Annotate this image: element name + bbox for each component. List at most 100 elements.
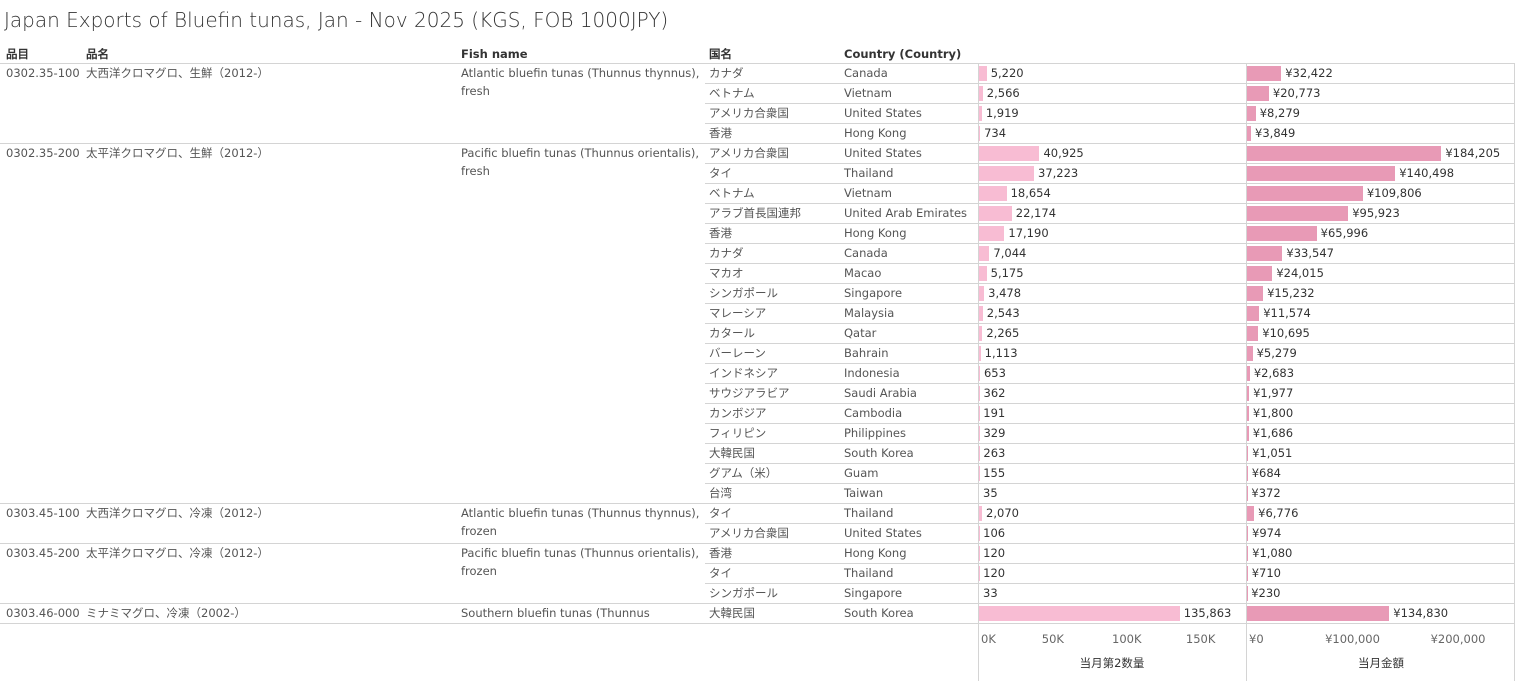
- x-tick-label: ¥0: [1249, 632, 1264, 646]
- amount-bar: [1247, 546, 1249, 561]
- country-ja: マレーシア: [709, 306, 767, 320]
- country: Singapore: [844, 286, 903, 300]
- qty-label: 120: [983, 566, 1006, 580]
- qty-bar: [979, 606, 1180, 621]
- group-separator: [0, 603, 1515, 604]
- amount-label: ¥710: [1251, 566, 1282, 580]
- row-separator: [705, 103, 1515, 104]
- amount-bar: [1247, 326, 1259, 341]
- country-ja: フィリピン: [709, 426, 767, 440]
- amount-bar: [1247, 106, 1256, 121]
- amount-bar: [1247, 126, 1252, 141]
- amount-bar: [1247, 426, 1249, 441]
- qty-label: 2,566: [986, 86, 1020, 100]
- amount-bar: [1247, 146, 1442, 161]
- country-ja: アメリカ合衆国: [709, 526, 789, 540]
- column-header: 品名: [86, 47, 109, 61]
- amount-label: ¥65,996: [1320, 226, 1369, 240]
- amount-label: ¥974: [1252, 526, 1282, 540]
- qty-bar: [979, 226, 1005, 241]
- amount-bar: [1247, 366, 1250, 381]
- country: Malaysia: [844, 306, 895, 320]
- row-separator: [705, 403, 1515, 404]
- qty-bar: [979, 346, 981, 361]
- country: Hong Kong: [844, 226, 907, 240]
- amount-label: ¥1,080: [1252, 546, 1293, 560]
- amount-label: ¥6,776: [1258, 506, 1299, 520]
- hs-code: 0302.35-200: [6, 146, 80, 160]
- amount-label: ¥684: [1251, 466, 1281, 480]
- qty-label: 2,265: [986, 326, 1020, 340]
- x-tick-label: ¥100,000: [1325, 632, 1380, 646]
- amount-label: ¥32,422: [1285, 66, 1333, 80]
- row-separator: [705, 83, 1515, 84]
- country-ja: アメリカ合衆国: [709, 106, 789, 120]
- column-divider: [978, 63, 979, 681]
- qty-label: 33: [983, 586, 998, 600]
- title: Japan Exports of Bluefin tunas, Jan - No…: [4, 8, 669, 32]
- country-ja: 大韓民国: [709, 606, 755, 620]
- country: South Korea: [844, 606, 914, 620]
- amount-label: ¥2,683: [1253, 366, 1295, 380]
- country-ja: バーレーン: [709, 346, 766, 360]
- product-name: 大西洋クロマグロ、生鮮（2012-）: [86, 66, 269, 80]
- fish-name: Southern bluefin tunas (Thunnus maccoyi.…: [461, 606, 650, 620]
- amount-bar: [1247, 306, 1260, 321]
- qty-bar: [979, 86, 983, 101]
- country: Bahrain: [844, 346, 889, 360]
- amount-bar: [1247, 566, 1248, 581]
- amount-label: ¥372: [1251, 486, 1281, 500]
- qty-label: 106: [983, 526, 1006, 540]
- x-tick-label: 150K: [1185, 632, 1216, 646]
- country-ja: カンボジア: [709, 406, 767, 420]
- country-ja: アメリカ合衆国: [709, 146, 789, 160]
- country-ja: カナダ: [709, 246, 744, 260]
- amount-bar: [1247, 66, 1282, 81]
- country-ja: 大韓民国: [709, 446, 755, 460]
- row-separator: [705, 223, 1515, 224]
- row-separator: [705, 163, 1515, 164]
- fish-name: Pacific bluefin tunas (Thunnus orientali…: [461, 146, 700, 178]
- country: Macao: [844, 266, 882, 280]
- qty-bar: [979, 246, 990, 261]
- amount-bar: [1247, 266, 1273, 281]
- row-separator: [705, 443, 1515, 444]
- qty-bar: [979, 186, 1007, 201]
- qty-label: 40,925: [1043, 146, 1084, 160]
- amount-label: ¥230: [1251, 586, 1281, 600]
- amount-bar: [1247, 86, 1269, 101]
- amount-label: ¥95,923: [1352, 206, 1400, 220]
- row-separator: [705, 463, 1515, 464]
- amount-bar: [1247, 246, 1283, 261]
- row-separator: [705, 203, 1515, 204]
- amount-bar: [1247, 526, 1249, 541]
- country: Vietnam: [844, 86, 892, 100]
- row-separator: [705, 323, 1515, 324]
- hs-code: 0303.45-200: [6, 546, 80, 560]
- column-header: Country (Country): [844, 47, 962, 61]
- amount-label: ¥1,800: [1252, 406, 1294, 420]
- row-separator: [705, 383, 1515, 384]
- amount-label: ¥15,232: [1267, 286, 1315, 300]
- qty-bar: [979, 66, 987, 81]
- hs-code: 0302.35-100: [6, 66, 80, 80]
- amount-label: ¥184,205: [1445, 146, 1501, 160]
- country: United Arab Emirates: [844, 206, 968, 220]
- qty-bar: [979, 306, 983, 321]
- country: United States: [844, 106, 922, 120]
- qty-label: 734: [984, 126, 1007, 140]
- group-separator: [0, 143, 1515, 144]
- amount-bar: [1247, 166, 1396, 181]
- country-ja: 香港: [709, 546, 732, 560]
- amount-label: ¥1,686: [1252, 426, 1294, 440]
- qty-bar: [979, 506, 983, 521]
- qty-label: 362: [983, 386, 1006, 400]
- row-separator: [705, 483, 1515, 484]
- group-separator: [0, 503, 1515, 504]
- qty-label: 22,174: [1015, 206, 1057, 220]
- qty-bar: [979, 266, 987, 281]
- amount-label: ¥24,015: [1276, 266, 1324, 280]
- country: Taiwan: [844, 486, 884, 500]
- row-separator: [705, 563, 1515, 564]
- amount-bar: [1247, 286, 1264, 301]
